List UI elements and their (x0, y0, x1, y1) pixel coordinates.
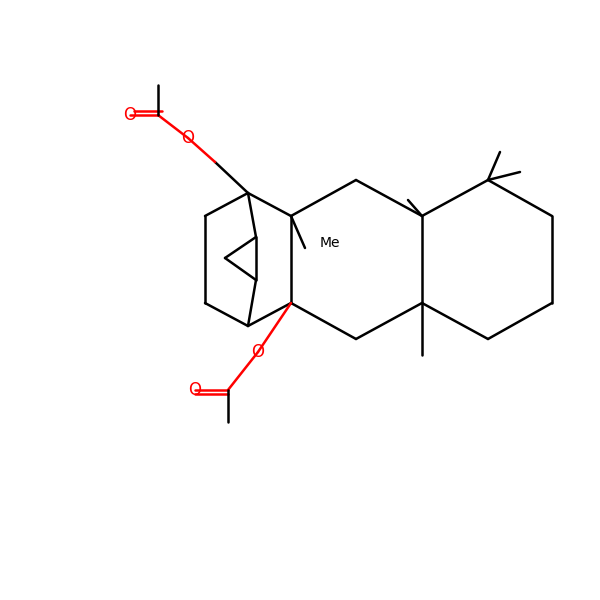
Text: O: O (251, 343, 265, 361)
Text: O: O (188, 381, 202, 399)
Text: O: O (182, 129, 194, 147)
Text: Me: Me (320, 236, 341, 250)
Text: O: O (124, 106, 137, 124)
